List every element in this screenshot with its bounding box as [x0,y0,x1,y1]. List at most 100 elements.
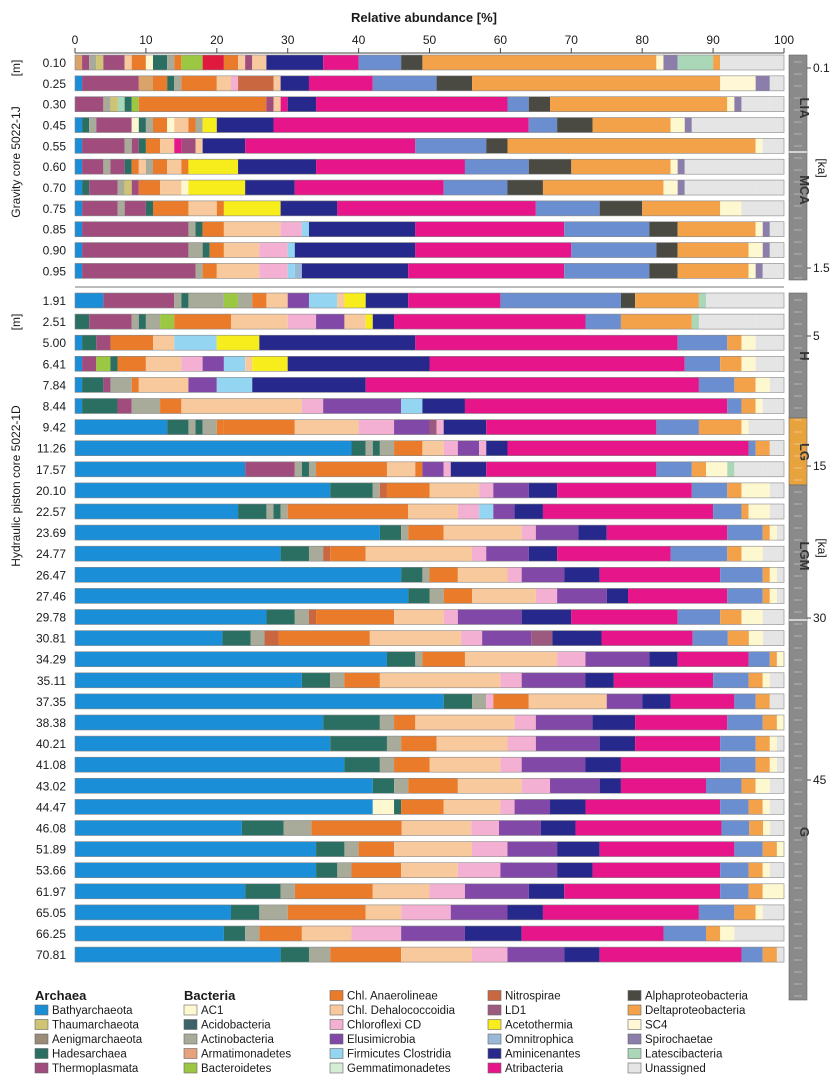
bar-segment [457,862,501,878]
bar-segment [75,138,83,154]
bar-segment [472,947,508,963]
legend-swatch [329,1062,344,1074]
bar-segment [486,693,494,709]
bar-segment [720,55,749,70]
bar-segment [706,778,742,794]
bar-segment [273,504,281,519]
legend-swatch [34,1004,49,1016]
bar-outline [74,651,785,668]
bar-segment [117,398,132,414]
bar-segment [770,820,784,836]
bar-segment [776,947,784,963]
bar-segment [628,588,728,604]
bar-segment [776,567,784,583]
bar-segment [138,138,146,154]
legend-label: Aenigmarchaeota [52,1034,143,1046]
bar-segment [552,630,602,646]
x-tick-label: 70 [565,33,579,47]
bar-outline [74,820,785,836]
bar-segment [75,630,223,646]
bar-segment [557,117,593,133]
bar-segment [75,356,83,372]
bar-segment [75,55,83,70]
bar-outline [74,630,785,646]
depth-label: 0.55 [43,139,67,153]
depth-label: 0.75 [43,202,67,216]
bar-segment [75,820,242,836]
bar-segment [500,799,515,815]
bar-segment [429,588,444,604]
bar-segment [642,200,721,216]
bar-segment [677,242,749,258]
bar-segment-remainder [769,96,784,112]
legend-swatch [627,1048,642,1059]
bar-segment [776,651,784,667]
bar-segment [131,138,139,154]
bar-segment [245,926,260,941]
bar-segment [75,221,83,237]
bar-segment [762,263,784,279]
bar-segment [394,799,402,815]
bar-segment [720,926,735,941]
bar-segment [75,461,246,477]
bar-segment [720,609,742,625]
bar-segment [769,651,777,667]
bar-segment [280,75,309,91]
bar-segment [216,335,260,351]
bar-segment [542,504,714,519]
bar-segment [635,293,699,308]
bar-segment [762,630,784,646]
bar-segment [117,96,125,112]
bar-segment [301,221,309,237]
bar-segment [429,757,501,773]
bar-segment [82,75,139,91]
bar-segment [727,335,742,351]
bar-segment [599,567,721,583]
bar-segment [365,314,373,330]
legend-label: Acidobacteria [201,1020,271,1032]
legend-heading-bacteria: Bacteria [184,988,236,1003]
bar-segment [131,159,139,175]
bar-segment [174,75,182,91]
bar-segment [464,159,529,175]
bar-segment [521,609,572,625]
legend-swatch [183,1062,198,1074]
bar-segment [769,567,777,583]
bar-segment [287,314,317,330]
depth-label: 0.45 [43,119,67,133]
bar-segment [670,159,678,175]
bar-segment [75,314,90,330]
bar-segment [223,356,246,372]
bar-segment [613,672,714,688]
depth-label: 41.08 [36,758,66,772]
bar-segment [188,242,203,258]
legend-swatch [627,1004,642,1016]
bar-outline [74,693,785,710]
bar-segment [507,947,565,963]
bar-segment [308,609,317,625]
bar-segment [734,461,763,477]
bar-segment [748,419,784,435]
bar-segment [75,159,83,175]
bar-segment [308,947,331,963]
bar-segment [264,630,279,646]
bar-segment [585,799,721,815]
bar-segment [138,314,146,330]
bar-segment [408,525,444,541]
bar-segment [720,356,742,372]
bar-segment [472,693,487,709]
bar-segment [575,820,722,836]
bar-segment [457,567,508,583]
bar-segment [223,242,260,258]
bar-segment [245,138,416,154]
bar-segment [472,546,487,562]
bar-segment [422,440,444,456]
bar-segment [776,525,784,541]
bar-segment [245,356,253,372]
bar-segment [507,841,558,857]
bar-segment [762,799,770,815]
period-band [788,54,808,281]
bar-segment [252,55,267,70]
bar-segment [308,461,317,477]
bar-segment [238,55,246,70]
